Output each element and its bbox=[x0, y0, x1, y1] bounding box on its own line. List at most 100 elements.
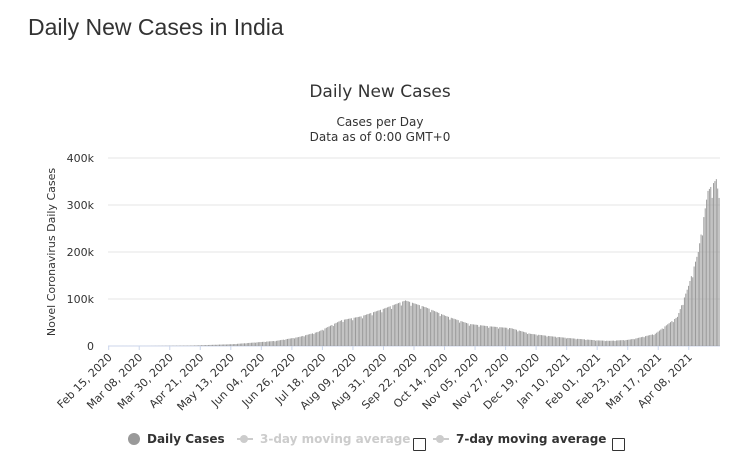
bar[interactable] bbox=[314, 332, 316, 346]
bar[interactable] bbox=[639, 337, 641, 346]
bar[interactable] bbox=[603, 340, 605, 346]
bar[interactable] bbox=[287, 338, 288, 346]
bar[interactable] bbox=[325, 327, 327, 346]
bar[interactable] bbox=[481, 325, 483, 346]
bar[interactable] bbox=[235, 344, 237, 346]
bar[interactable] bbox=[310, 333, 312, 346]
bar[interactable] bbox=[375, 311, 377, 346]
bar[interactable] bbox=[273, 341, 275, 346]
bar[interactable] bbox=[277, 340, 279, 346]
bar[interactable] bbox=[423, 306, 424, 346]
bar[interactable] bbox=[535, 334, 537, 346]
bar[interactable] bbox=[321, 329, 323, 346]
bar[interactable] bbox=[543, 335, 545, 346]
bar[interactable] bbox=[255, 342, 257, 346]
bar[interactable] bbox=[520, 330, 522, 346]
bar[interactable] bbox=[660, 329, 662, 346]
bar[interactable] bbox=[674, 318, 676, 346]
bar[interactable] bbox=[460, 321, 462, 346]
bar[interactable] bbox=[599, 340, 601, 346]
bar[interactable] bbox=[221, 344, 223, 347]
bar[interactable] bbox=[649, 335, 651, 346]
bar[interactable] bbox=[617, 340, 619, 346]
bar[interactable] bbox=[435, 311, 437, 346]
bar[interactable] bbox=[514, 329, 516, 346]
bar[interactable] bbox=[361, 318, 363, 346]
bar[interactable] bbox=[367, 314, 369, 346]
bar[interactable] bbox=[398, 303, 400, 346]
bar[interactable] bbox=[280, 340, 282, 347]
bar[interactable] bbox=[461, 321, 463, 346]
legend-item-7-day-average[interactable]: 7-day moving average bbox=[433, 432, 606, 446]
bar[interactable] bbox=[510, 328, 512, 346]
bar[interactable] bbox=[507, 329, 509, 346]
bar[interactable] bbox=[257, 342, 259, 346]
bar[interactable] bbox=[596, 340, 598, 346]
bar[interactable] bbox=[678, 312, 680, 346]
bar[interactable] bbox=[448, 316, 449, 346]
bar[interactable] bbox=[485, 325, 487, 346]
bar[interactable] bbox=[453, 318, 455, 346]
bar[interactable] bbox=[438, 312, 440, 346]
bar[interactable] bbox=[420, 308, 422, 346]
bar[interactable] bbox=[549, 336, 551, 346]
bar[interactable] bbox=[446, 316, 448, 346]
bar[interactable] bbox=[200, 345, 202, 346]
bar[interactable] bbox=[517, 331, 519, 346]
bar[interactable] bbox=[499, 327, 501, 346]
bar[interactable] bbox=[464, 322, 466, 347]
bar[interactable] bbox=[381, 312, 383, 346]
bar[interactable] bbox=[371, 315, 373, 346]
bar[interactable] bbox=[488, 327, 490, 346]
bar[interactable] bbox=[378, 310, 380, 346]
bar[interactable] bbox=[540, 335, 542, 346]
bar[interactable] bbox=[633, 339, 635, 346]
bar[interactable] bbox=[625, 339, 627, 346]
bar[interactable] bbox=[439, 316, 441, 346]
bar[interactable] bbox=[595, 340, 597, 346]
bar[interactable] bbox=[681, 305, 683, 346]
bar[interactable] bbox=[213, 344, 215, 346]
bar[interactable] bbox=[429, 312, 431, 346]
bar[interactable] bbox=[701, 235, 703, 346]
bar[interactable] bbox=[409, 301, 411, 346]
bar[interactable] bbox=[250, 342, 252, 346]
bar[interactable] bbox=[342, 321, 344, 346]
bar[interactable] bbox=[584, 339, 585, 346]
bar[interactable] bbox=[538, 334, 540, 346]
bar[interactable] bbox=[445, 315, 447, 346]
bar[interactable] bbox=[268, 341, 270, 346]
bar[interactable] bbox=[366, 314, 368, 346]
bar[interactable] bbox=[706, 199, 708, 346]
bar[interactable] bbox=[661, 328, 663, 346]
bar[interactable] bbox=[238, 343, 240, 346]
bar[interactable] bbox=[352, 320, 354, 346]
bar[interactable] bbox=[578, 338, 580, 346]
bar[interactable] bbox=[441, 314, 443, 346]
bar[interactable] bbox=[242, 343, 244, 346]
bar[interactable] bbox=[608, 340, 610, 346]
bar[interactable] bbox=[707, 190, 709, 346]
bar[interactable] bbox=[363, 315, 365, 346]
bar[interactable] bbox=[335, 322, 337, 346]
bar[interactable] bbox=[714, 181, 716, 346]
bar[interactable] bbox=[567, 337, 569, 346]
bar[interactable] bbox=[207, 344, 209, 346]
bar[interactable] bbox=[396, 303, 398, 346]
bar[interactable] bbox=[209, 344, 211, 346]
bar[interactable] bbox=[212, 344, 214, 346]
bar[interactable] bbox=[645, 336, 647, 346]
bar[interactable] bbox=[556, 337, 558, 346]
bar[interactable] bbox=[370, 313, 372, 346]
bar[interactable] bbox=[300, 336, 302, 346]
bar[interactable] bbox=[377, 310, 379, 346]
bar[interactable] bbox=[382, 308, 384, 346]
bar[interactable] bbox=[266, 341, 268, 346]
bar[interactable] bbox=[516, 329, 517, 346]
bar[interactable] bbox=[500, 327, 502, 346]
bar[interactable] bbox=[459, 322, 461, 346]
bar[interactable] bbox=[492, 326, 494, 346]
bar[interactable] bbox=[622, 340, 624, 346]
bar[interactable] bbox=[391, 308, 393, 346]
bar[interactable] bbox=[389, 306, 391, 346]
